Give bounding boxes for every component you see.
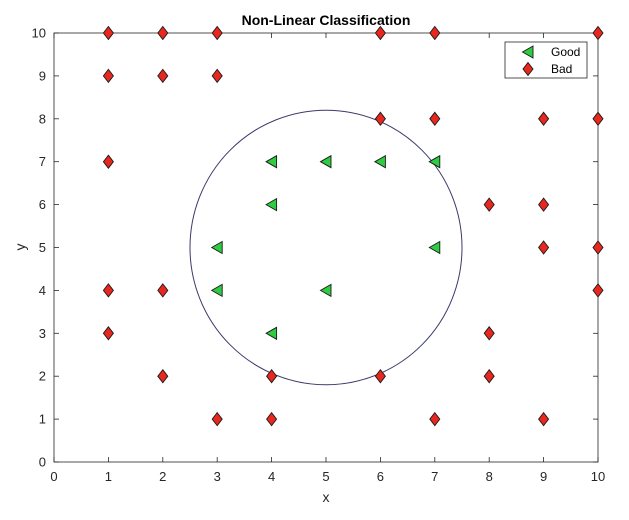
y-tick-label: 0	[39, 455, 46, 470]
legend-diamond-marker	[522, 61, 534, 77]
y-tick-label: 8	[39, 111, 46, 126]
bad-point	[483, 368, 495, 384]
bad-point	[538, 197, 550, 212]
y-tick-label: 2	[39, 369, 46, 384]
y-tick-label: 3	[39, 326, 46, 341]
x-axis-ticks: 0 1 2 3 4 5 6 7 8 9 10	[50, 33, 605, 484]
bad-point	[592, 111, 604, 127]
bad-point	[374, 25, 386, 41]
decision-boundary	[189, 109, 463, 386]
bad-point	[266, 411, 278, 427]
y-tick-label: 10	[32, 26, 46, 41]
y-axis-ticks: 0 1 2 3 4 5 6 7 8 9 10	[32, 26, 598, 470]
bad-point	[374, 368, 386, 384]
x-tick-label: 1	[105, 469, 112, 484]
good-point	[210, 240, 223, 255]
x-tick-label: 7	[431, 469, 438, 484]
bad-point	[211, 68, 223, 84]
good-point	[373, 154, 386, 169]
bad-point	[102, 25, 114, 41]
bad-point	[538, 240, 550, 255]
bad-point	[483, 197, 495, 212]
y-tick-label: 7	[39, 154, 46, 169]
legend: Good Bad	[504, 41, 588, 79]
bad-point	[538, 111, 550, 127]
bad-point	[157, 25, 169, 41]
good-point	[210, 283, 223, 298]
x-tick-label: 0	[50, 469, 57, 484]
bad-point	[157, 68, 169, 84]
good-point	[319, 154, 332, 169]
bad-point	[266, 368, 278, 384]
good-point	[265, 326, 278, 341]
bad-point	[538, 411, 550, 427]
good-point	[319, 283, 332, 298]
x-tick-label: 2	[159, 469, 166, 484]
legend-box	[504, 41, 588, 79]
chart-title: Non-Linear Classification	[242, 12, 411, 28]
bad-point	[102, 326, 114, 341]
bad-point	[592, 240, 604, 255]
bad-point	[157, 368, 169, 384]
bad-point	[592, 25, 604, 41]
bad-point	[102, 68, 114, 84]
y-tick-label: 4	[39, 283, 46, 298]
y-tick-label: 1	[39, 412, 46, 427]
y-tick-label: 9	[39, 68, 46, 83]
legend-triangle-marker	[521, 45, 534, 59]
legend-label-bad: Bad	[551, 62, 572, 76]
y-tick-label: 5	[39, 240, 46, 255]
x-tick-label: 3	[214, 469, 221, 484]
bad-point	[592, 283, 604, 298]
bad-point	[374, 111, 386, 127]
bad-point	[483, 326, 495, 341]
bad-point	[211, 25, 223, 41]
legend-marker-good	[521, 45, 534, 59]
bad-point	[102, 154, 114, 169]
boundary-circle	[189, 109, 463, 386]
legend-label-good: Good	[551, 45, 580, 59]
y-tick-label: 6	[39, 197, 46, 212]
x-tick-label: 10	[591, 469, 605, 484]
bad-point	[429, 411, 441, 427]
x-tick-label: 9	[540, 469, 547, 484]
bad-point	[157, 283, 169, 298]
good-point	[265, 154, 278, 169]
x-tick-label: 8	[486, 469, 493, 484]
good-point	[428, 154, 441, 169]
x-tick-label: 5	[322, 469, 329, 484]
bad-point	[102, 283, 114, 298]
legend-marker-bad	[522, 61, 534, 77]
plot-area	[53, 32, 599, 463]
y-axis-label: y	[12, 244, 28, 251]
bad-point	[211, 411, 223, 427]
good-point	[265, 197, 278, 212]
x-tick-label: 4	[268, 469, 275, 484]
x-axis-label: x	[323, 489, 330, 505]
x-tick-label: 6	[377, 469, 384, 484]
data-points	[102, 25, 604, 427]
bad-point	[429, 25, 441, 41]
good-point	[428, 240, 441, 255]
bad-point	[429, 111, 441, 127]
